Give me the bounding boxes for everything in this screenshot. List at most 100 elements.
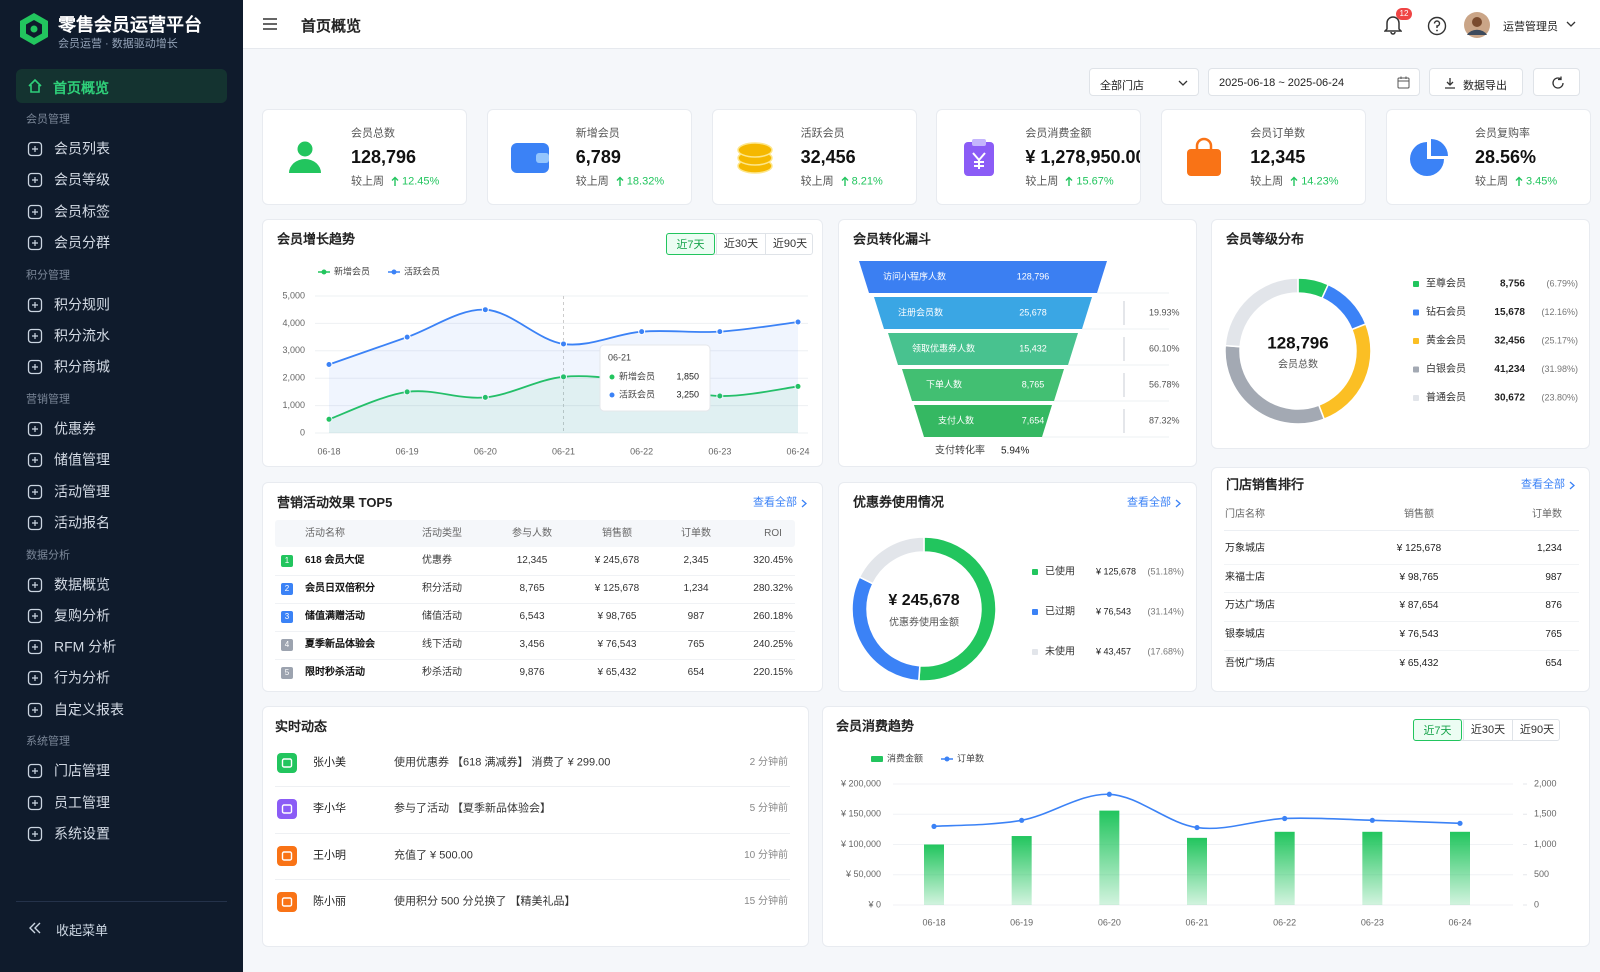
nav-item[interactable]: 系统设置 — [54, 825, 110, 842]
data-point — [1019, 817, 1025, 823]
collapse[interactable]: 收起菜单 — [56, 923, 109, 938]
kpi-compare: 较上周 — [800, 175, 834, 188]
stage-label: 下单人数 — [926, 378, 962, 389]
nav-item[interactable]: RFM 分析 — [54, 638, 117, 655]
tooltip-value: 1,850 — [676, 371, 699, 381]
tab[interactable]: 近90天 — [1512, 719, 1561, 741]
nav-icon-shape — [27, 671, 43, 686]
icon-shape — [510, 143, 549, 173]
user-name[interactable]: 运营管理员 — [1503, 21, 1558, 33]
icon-shape — [736, 142, 773, 158]
table-cell: 银泰城店 — [1225, 629, 1265, 641]
icon-shape — [289, 159, 321, 173]
legend-value: 15,678 — [1494, 307, 1525, 318]
donut-center-label: 优惠券使用金额 — [889, 616, 959, 629]
nav-icon-shape — [27, 515, 43, 530]
legend-label: 普通会员 — [1426, 391, 1466, 404]
store-select[interactable]: 全部门店 — [1089, 68, 1199, 96]
nav-item[interactable]: 员工管理 — [54, 794, 110, 811]
donut-segment — [1224, 344, 1326, 425]
table-cell: 765 — [1545, 629, 1562, 641]
nav-item[interactable]: 活动管理 — [54, 483, 110, 500]
nav-item[interactable]: 积分流水 — [54, 327, 110, 344]
legend-label: 至尊会员 — [1426, 277, 1466, 290]
nav-item[interactable]: 活动报名 — [54, 514, 110, 531]
nav-item[interactable]: 会员标签 — [54, 203, 110, 220]
nav-item[interactable]: 优惠券 — [54, 420, 96, 437]
column-header: 销售额 — [1404, 509, 1434, 520]
kpi-compare: 较上周 — [575, 175, 609, 188]
data-point — [403, 333, 411, 341]
bell-icon[interactable] — [1384, 15, 1402, 35]
view-all-link[interactable]: 查看全部 — [1127, 496, 1171, 509]
series-line — [933, 793, 1461, 830]
kpi-change: 3.45% — [1526, 175, 1558, 188]
table-cell: 储值活动 — [422, 611, 462, 622]
tab[interactable]: 近7天 — [1413, 719, 1462, 741]
nav-item[interactable]: 积分商城 — [54, 358, 110, 375]
nav-item[interactable]: 数据概览 — [54, 576, 110, 593]
x-tick-label: 06-18 — [317, 446, 340, 456]
table-cell: 2,345 — [683, 555, 709, 566]
legend-swatch — [1413, 309, 1419, 316]
tooltip-label: 活跃会员 — [619, 388, 655, 399]
kpi-icon — [736, 142, 773, 174]
nav-item[interactable]: 储值管理 — [54, 451, 110, 468]
nav-item[interactable]: 会员分群 — [54, 234, 110, 251]
kpi-label: 新增会员 — [575, 127, 620, 140]
nav-icon-shape — [27, 421, 43, 437]
home-icon — [28, 78, 42, 93]
table-header-bg — [275, 520, 795, 547]
nav-item[interactable]: 门店管理 — [54, 762, 110, 779]
nav-active[interactable]: 首页概览 — [16, 69, 227, 103]
export-label: 数据导出 — [1463, 80, 1507, 92]
refresh-button[interactable] — [1533, 68, 1580, 96]
nav-icon-shape — [32, 675, 38, 682]
table-cell: ¥ 98,765 — [597, 611, 637, 622]
help-icon[interactable] — [1427, 16, 1447, 36]
chevron-path — [1569, 481, 1575, 490]
view-all-link[interactable]: 查看全部 — [753, 496, 797, 509]
funnel-stage — [914, 405, 1052, 437]
nav-item[interactable]: 会员等级 — [54, 171, 110, 188]
nav-item[interactable]: 复购分析 — [54, 607, 110, 624]
kpi-value: ¥ 1,278,950.00 — [1025, 147, 1142, 168]
view-all-link[interactable]: 查看全部 — [1521, 478, 1565, 491]
legend-dot — [944, 756, 950, 762]
tab[interactable]: 近30天 — [1463, 719, 1512, 741]
legend-swatch — [1032, 649, 1038, 655]
donut-segment — [858, 536, 925, 585]
nav-item[interactable]: 积分规则 — [54, 296, 110, 313]
nav-item[interactable]: 自定义报表 — [54, 701, 124, 718]
activity-time: 10 分钟前 — [744, 849, 788, 861]
conversion-rate: 56.78% — [1149, 379, 1180, 389]
trend-up-arrow — [1290, 176, 1298, 186]
bar — [924, 844, 944, 905]
nav-icon-shape — [27, 453, 43, 468]
kpi-change: 15.67% — [1076, 175, 1114, 188]
data-point — [403, 388, 411, 396]
nav-item[interactable]: 行为分析 — [54, 669, 110, 686]
tab[interactable]: 近90天 — [765, 233, 814, 255]
trend-up-arrow — [841, 176, 849, 186]
nav-icon-shape — [32, 146, 38, 152]
activity-icon — [277, 799, 297, 820]
activity-icon-bg — [277, 845, 297, 866]
kpi-icon — [1410, 139, 1448, 176]
icon-shape — [1431, 139, 1448, 156]
nav-icon-shape — [32, 208, 38, 215]
table-cell: 260.18% — [753, 611, 793, 622]
tab[interactable]: 近7天 — [666, 233, 715, 255]
date-range[interactable]: 2025-06-18 ~ 2025-06-24 — [1208, 68, 1420, 96]
avatar[interactable] — [1463, 11, 1491, 39]
sidebar: 零售会员运营平台 会员运营 · 数据驱动增长 首页概览 收起菜单 会员管理 会员列… — [0, 0, 243, 972]
stage-value: 128,796 — [1017, 271, 1050, 281]
kpi-change: 8.21% — [851, 175, 883, 188]
nav-item[interactable]: 会员列表 — [54, 140, 110, 157]
menu-icon[interactable] — [263, 17, 277, 31]
export-button[interactable]: 数据导出 — [1429, 68, 1523, 96]
row-divider — [1224, 563, 1579, 565]
tab[interactable]: 近30天 — [716, 233, 765, 255]
legend-swatch — [1413, 366, 1419, 373]
store-select-label: 全部门店 — [1100, 80, 1144, 92]
